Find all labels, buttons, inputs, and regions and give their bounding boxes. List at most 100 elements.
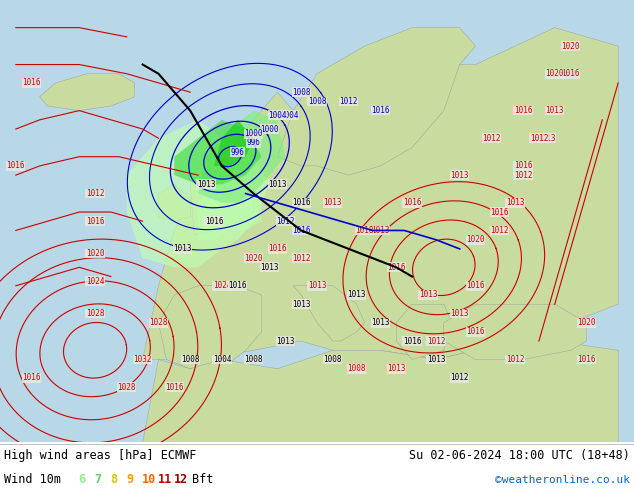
- Polygon shape: [39, 74, 134, 111]
- Text: 1000: 1000: [244, 129, 263, 138]
- Text: 1012: 1012: [482, 134, 501, 143]
- Text: 1016: 1016: [403, 198, 422, 207]
- Text: ©weatheronline.co.uk: ©weatheronline.co.uk: [495, 474, 630, 485]
- Text: 1024: 1024: [86, 277, 105, 286]
- Text: 1013: 1013: [418, 291, 437, 299]
- Text: 1013: 1013: [538, 134, 556, 143]
- Text: 1000: 1000: [260, 124, 279, 134]
- Text: 1008: 1008: [347, 364, 366, 373]
- Text: 1016: 1016: [466, 327, 485, 336]
- Text: 1020: 1020: [561, 42, 580, 50]
- Text: High wind areas [hPa] ECMWF: High wind areas [hPa] ECMWF: [4, 449, 197, 462]
- Text: 1013: 1013: [506, 198, 524, 207]
- Text: 996: 996: [231, 147, 245, 157]
- Polygon shape: [127, 120, 269, 268]
- Text: 1016: 1016: [86, 217, 105, 226]
- Text: 1016: 1016: [514, 161, 533, 171]
- Text: 1020: 1020: [545, 69, 564, 78]
- Text: 1012: 1012: [514, 171, 533, 180]
- Text: 1012: 1012: [339, 97, 358, 106]
- Text: 1004: 1004: [280, 111, 299, 120]
- Text: 1018: 1018: [355, 226, 374, 235]
- Polygon shape: [174, 120, 261, 184]
- Polygon shape: [198, 175, 261, 240]
- Text: 10: 10: [142, 473, 156, 486]
- Text: 12: 12: [174, 473, 188, 486]
- Text: 1013: 1013: [260, 263, 279, 272]
- Text: 1013: 1013: [292, 300, 311, 309]
- Text: 1016: 1016: [6, 161, 25, 171]
- Text: 1016: 1016: [22, 78, 41, 87]
- Text: 1020: 1020: [86, 249, 105, 258]
- Text: 8: 8: [110, 473, 117, 486]
- Text: 1013: 1013: [371, 318, 390, 327]
- Text: Bft: Bft: [192, 473, 214, 486]
- Text: 1013: 1013: [276, 337, 295, 345]
- Text: 9: 9: [126, 473, 133, 486]
- Text: 1004: 1004: [268, 111, 287, 120]
- Polygon shape: [190, 157, 254, 235]
- Polygon shape: [293, 286, 365, 341]
- Text: Su 02-06-2024 18:00 UTC (18+48): Su 02-06-2024 18:00 UTC (18+48): [409, 449, 630, 462]
- Text: 1013: 1013: [450, 171, 469, 180]
- Text: 1016: 1016: [165, 383, 184, 392]
- Text: 1020: 1020: [244, 254, 263, 263]
- Text: 1012: 1012: [450, 373, 469, 382]
- Text: 1013: 1013: [387, 364, 406, 373]
- Text: 7: 7: [94, 473, 101, 486]
- Text: 1016: 1016: [228, 281, 247, 290]
- Text: 1024: 1024: [212, 281, 231, 290]
- Text: 1012: 1012: [276, 217, 295, 226]
- Polygon shape: [278, 27, 476, 175]
- Text: 1013: 1013: [545, 106, 564, 115]
- Text: 1013: 1013: [197, 180, 216, 189]
- Text: 1012: 1012: [427, 337, 445, 345]
- Polygon shape: [158, 184, 190, 221]
- Polygon shape: [444, 304, 586, 360]
- Polygon shape: [198, 111, 285, 203]
- Text: 1016: 1016: [371, 106, 390, 115]
- Text: 1028: 1028: [117, 383, 136, 392]
- Text: 1013: 1013: [427, 355, 445, 364]
- Text: 1013: 1013: [323, 198, 342, 207]
- Text: 1012: 1012: [529, 134, 548, 143]
- Text: 1012: 1012: [292, 254, 311, 263]
- Text: 1016: 1016: [292, 226, 311, 235]
- Polygon shape: [214, 120, 254, 166]
- Text: 1012: 1012: [506, 355, 524, 364]
- Text: 1016: 1016: [22, 373, 41, 382]
- Text: 6: 6: [78, 473, 85, 486]
- Text: 1013: 1013: [371, 226, 390, 235]
- Polygon shape: [143, 341, 618, 442]
- Text: 1008: 1008: [181, 355, 200, 364]
- Text: 1013: 1013: [173, 245, 191, 253]
- Text: 1012: 1012: [86, 189, 105, 198]
- Text: 1013: 1013: [307, 281, 327, 290]
- Text: 1016: 1016: [292, 198, 311, 207]
- Text: 1016: 1016: [490, 208, 508, 217]
- Text: 11: 11: [158, 473, 172, 486]
- Text: 1012: 1012: [490, 226, 508, 235]
- Text: 1013: 1013: [268, 180, 287, 189]
- Text: 1020: 1020: [466, 235, 485, 244]
- Text: 1008: 1008: [307, 97, 327, 106]
- Text: 996: 996: [247, 138, 261, 147]
- Text: 1004: 1004: [212, 355, 231, 364]
- Text: 1016: 1016: [205, 217, 223, 226]
- Polygon shape: [158, 286, 261, 369]
- Text: 1013: 1013: [347, 291, 366, 299]
- Text: 1016: 1016: [403, 337, 422, 345]
- Text: 1016: 1016: [387, 263, 406, 272]
- Text: 1016: 1016: [268, 245, 287, 253]
- Text: 1016: 1016: [466, 281, 485, 290]
- Text: 1013: 1013: [450, 309, 469, 318]
- Text: 1016: 1016: [514, 106, 533, 115]
- Text: 1016: 1016: [561, 69, 580, 78]
- Text: Wind 10m: Wind 10m: [4, 473, 61, 486]
- Text: 1032: 1032: [133, 355, 152, 364]
- Polygon shape: [143, 27, 618, 360]
- Text: 1008: 1008: [244, 355, 263, 364]
- Text: 1020: 1020: [577, 318, 596, 327]
- Text: 1008: 1008: [323, 355, 342, 364]
- Polygon shape: [396, 304, 451, 360]
